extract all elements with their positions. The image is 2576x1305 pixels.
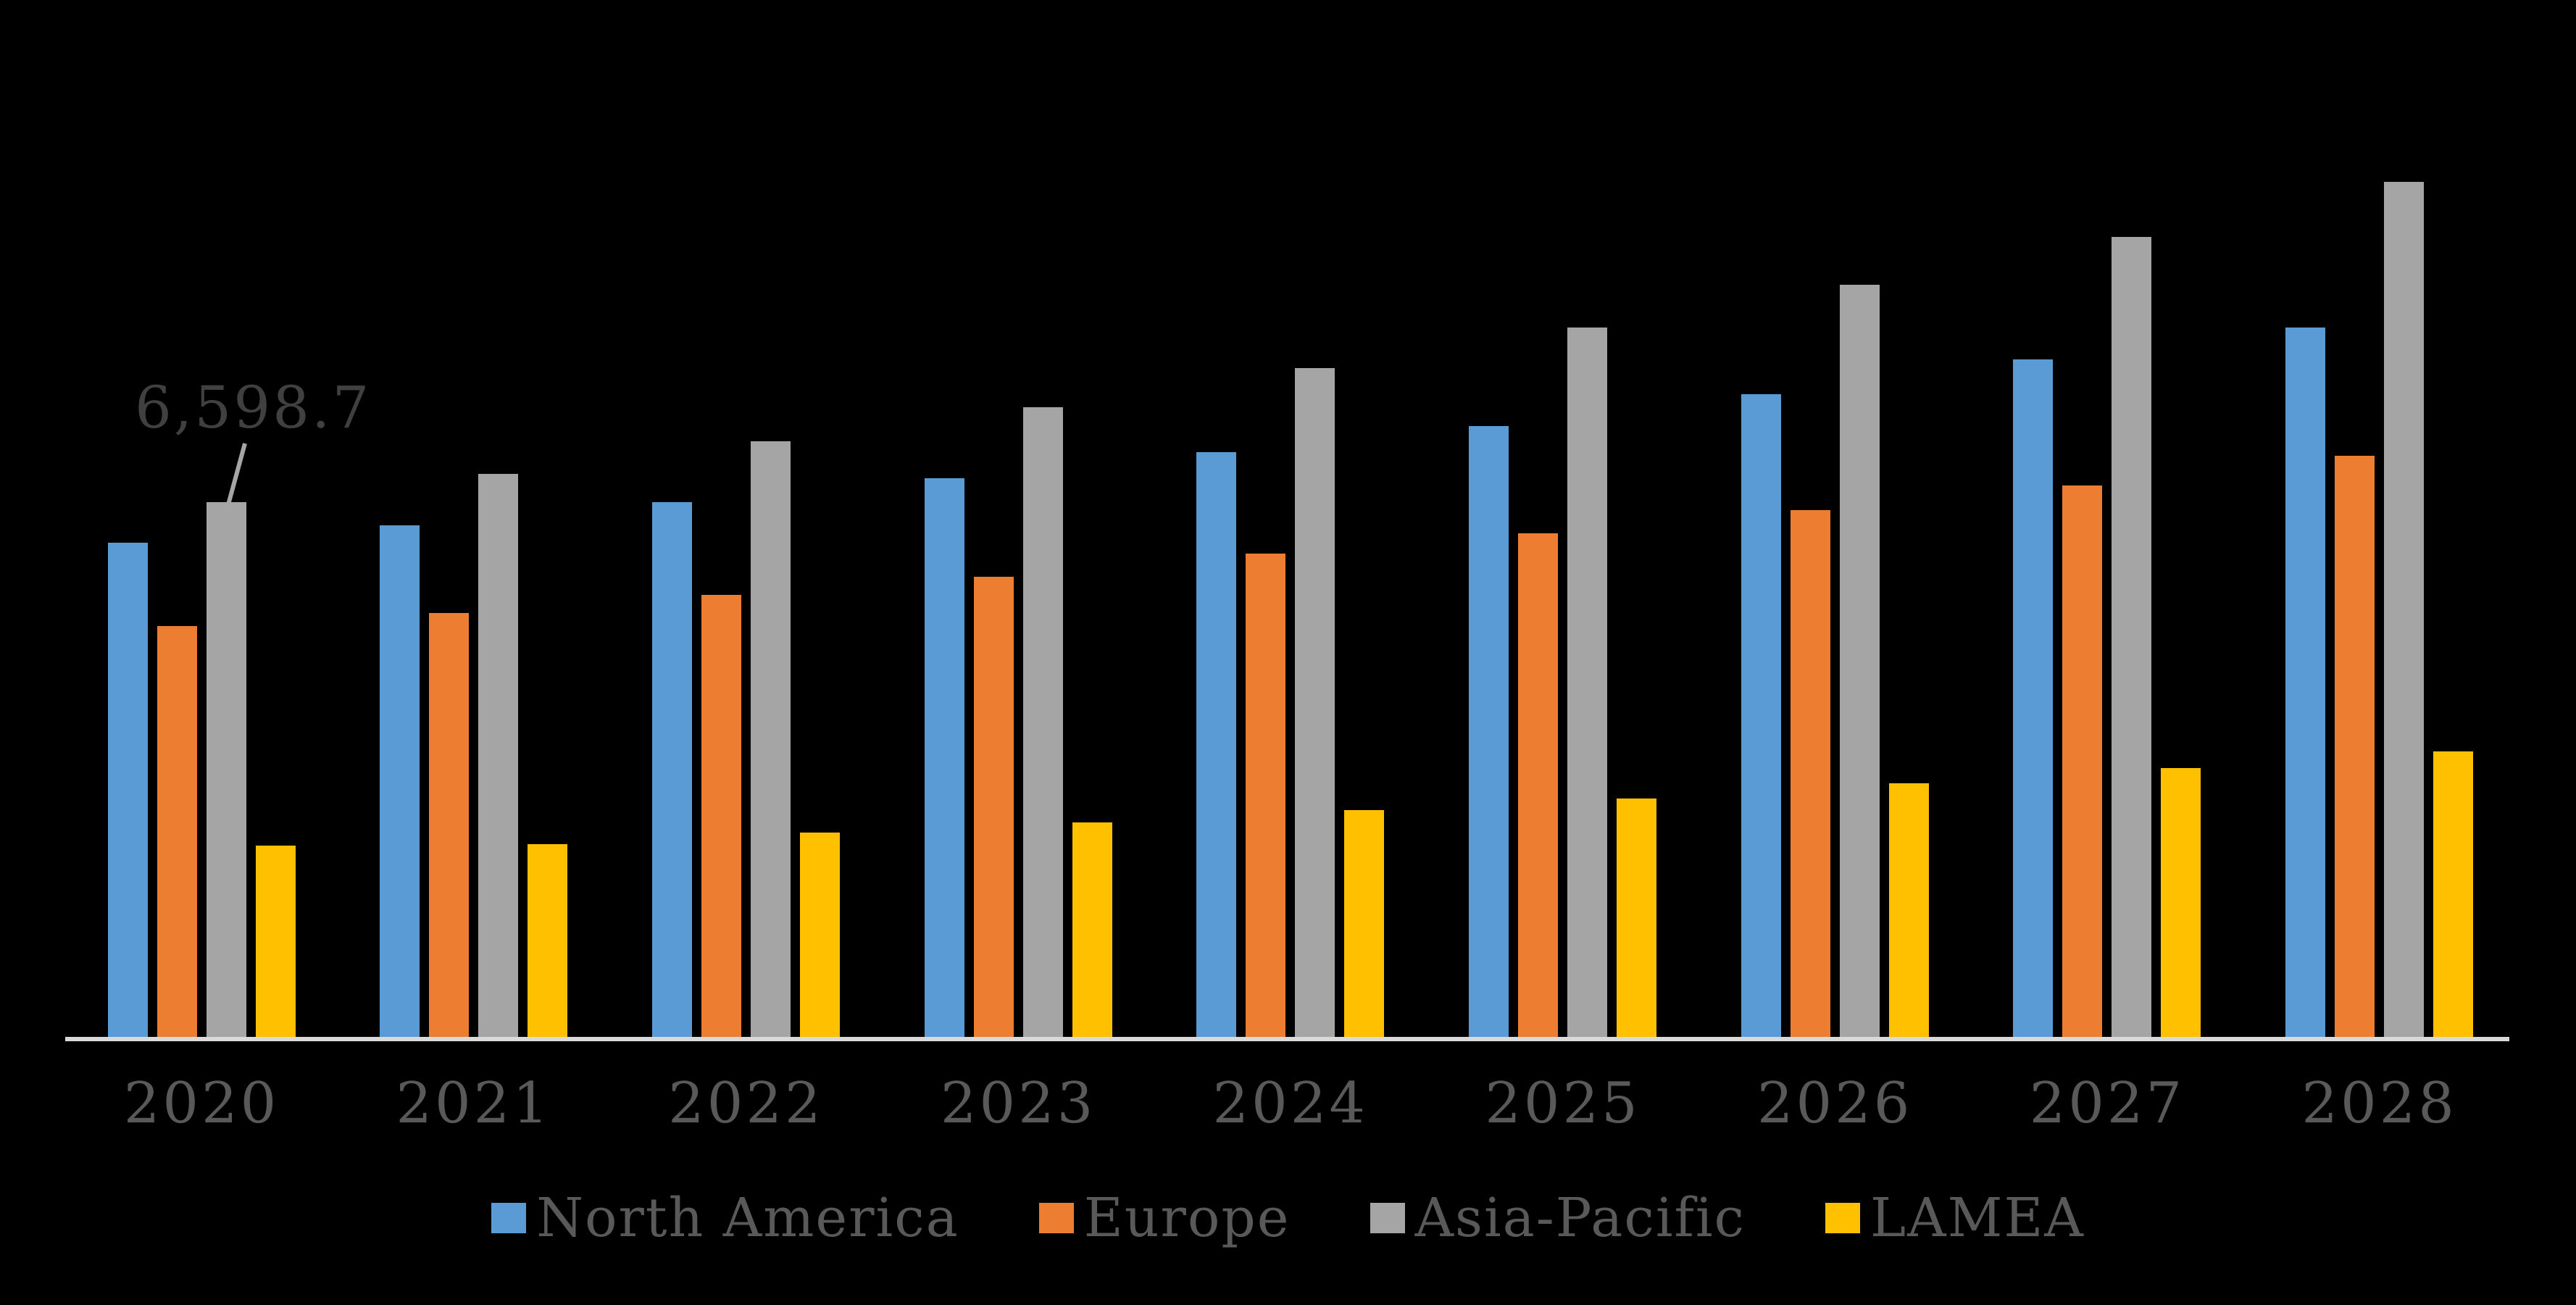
x-axis-label-2025: 2025 — [1485, 1071, 1641, 1136]
bar-asia-pacific-2022 — [750, 441, 791, 1037]
legend-marker-lamea — [1825, 1203, 1860, 1233]
bar-group-2022 — [651, 441, 840, 1037]
bar-lamea-2020 — [255, 846, 296, 1037]
legend-marker-north-america — [491, 1203, 527, 1233]
data-label-annotation: 6,598.7 — [135, 374, 372, 441]
bar-europe-2028 — [2335, 456, 2375, 1037]
bar-group-2025 — [1469, 328, 1656, 1037]
bar-north-america-2020 — [107, 543, 148, 1037]
plot-area — [107, 182, 2474, 1037]
bar-north-america-2023 — [924, 478, 964, 1037]
bar-asia-pacific-2026 — [1839, 285, 1880, 1037]
x-axis-label-2026: 2026 — [1756, 1071, 1913, 1136]
bar-lamea-2028 — [2433, 751, 2474, 1037]
x-axis-labels: 2020 2021 2022 2023 2024 2025 2026 2027 2028 — [0, 1071, 2576, 1143]
x-axis-label-2020: 2020 — [123, 1071, 280, 1136]
bar-europe-2021 — [429, 613, 470, 1037]
bar-lamea-2025 — [1617, 799, 1656, 1037]
chart-legend: North America Europe Asia-Pacific LAMEA — [0, 1187, 2576, 1249]
bar-europe-2020 — [157, 626, 197, 1037]
bar-group-2024 — [1196, 368, 1385, 1037]
bar-europe-2024 — [1246, 554, 1286, 1037]
legend-marker-europe — [1038, 1203, 1074, 1233]
bar-asia-pacific-2023 — [1022, 407, 1063, 1037]
bar-north-america-2027 — [2013, 359, 2054, 1037]
bar-asia-pacific-2028 — [2384, 182, 2425, 1037]
bar-group-2028 — [2285, 182, 2474, 1037]
bar-north-america-2026 — [1741, 394, 1781, 1037]
bar-asia-pacific-2025 — [1567, 328, 1607, 1037]
bar-group-2026 — [1741, 285, 1929, 1037]
bar-lamea-2021 — [528, 844, 568, 1037]
x-axis-label-2023: 2023 — [940, 1071, 1096, 1136]
x-axis-label-2022: 2022 — [668, 1071, 824, 1136]
bar-lamea-2026 — [1888, 783, 1929, 1037]
bar-europe-2026 — [1790, 510, 1830, 1037]
bar-europe-2022 — [701, 595, 741, 1037]
legend-label-asia-pacific: Asia-Pacific — [1414, 1187, 1746, 1249]
bar-lamea-2022 — [799, 833, 840, 1037]
bar-asia-pacific-2027 — [2112, 237, 2152, 1037]
bar-group-2023 — [924, 407, 1112, 1037]
bar-lamea-2023 — [1072, 822, 1112, 1037]
x-axis-label-2028: 2028 — [2301, 1071, 2457, 1136]
bar-group-2021 — [380, 474, 568, 1037]
legend-item-north-america: North America — [491, 1187, 959, 1249]
bar-lamea-2027 — [2161, 768, 2201, 1037]
legend-label-europe: Europe — [1083, 1187, 1291, 1249]
legend-label-north-america: North America — [536, 1187, 959, 1249]
legend-label-lamea: LAMEA — [1870, 1187, 2085, 1249]
bar-group-2027 — [2013, 237, 2201, 1037]
bar-asia-pacific-2024 — [1295, 368, 1335, 1037]
legend-item-lamea: LAMEA — [1825, 1187, 2085, 1249]
bar-europe-2023 — [973, 577, 1014, 1037]
bar-group-2020 — [107, 502, 296, 1037]
bar-asia-pacific-2021 — [478, 474, 519, 1037]
x-axis-label-2021: 2021 — [396, 1071, 551, 1136]
bar-lamea-2024 — [1344, 810, 1385, 1037]
bar-north-america-2024 — [1196, 452, 1237, 1037]
bar-north-america-2028 — [2285, 328, 2326, 1037]
legend-item-europe: Europe — [1038, 1187, 1291, 1249]
bar-europe-2027 — [2062, 485, 2103, 1037]
legend-marker-asia-pacific — [1370, 1203, 1405, 1233]
bar-north-america-2025 — [1469, 426, 1509, 1037]
x-axis-line — [65, 1037, 2509, 1041]
bar-europe-2025 — [1518, 533, 1558, 1037]
x-axis-label-2024: 2024 — [1212, 1071, 1369, 1136]
legend-item-asia-pacific: Asia-Pacific — [1370, 1187, 1746, 1249]
bar-asia-pacific-2020 — [206, 502, 246, 1037]
bar-north-america-2022 — [651, 502, 692, 1037]
bar-north-america-2021 — [380, 525, 420, 1037]
x-axis-label-2027: 2027 — [2029, 1071, 2185, 1136]
